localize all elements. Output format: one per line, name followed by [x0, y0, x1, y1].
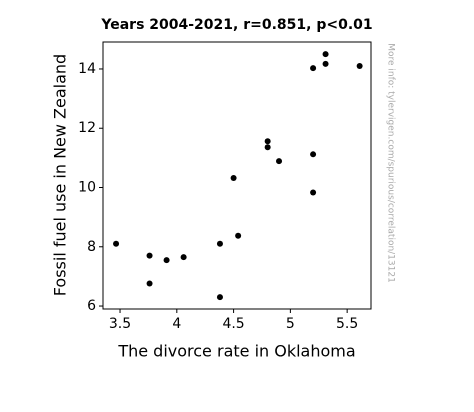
x-tick-label: 3.5 — [109, 316, 131, 332]
point — [146, 252, 153, 259]
point — [113, 240, 120, 247]
x-tick-label: 4 — [172, 316, 181, 332]
x-tick-label: 4.5 — [222, 316, 244, 332]
y-tick-label: 14 — [78, 61, 96, 77]
point — [146, 280, 153, 287]
y-axis-label: Fossil fuel use in New Zealand — [51, 54, 70, 296]
point — [163, 257, 170, 264]
y-tick-label: 8 — [87, 239, 96, 255]
point — [180, 254, 187, 261]
point — [322, 60, 329, 67]
point — [310, 65, 317, 72]
x-tick-label: 5.5 — [336, 316, 358, 332]
point — [216, 294, 223, 301]
plot-frame — [102, 41, 372, 310]
point — [276, 158, 283, 165]
point — [310, 151, 317, 158]
point — [230, 175, 237, 182]
point — [356, 63, 363, 70]
source-note: More info: tylervigen.com/spurious/corre… — [386, 43, 396, 283]
point — [216, 240, 223, 247]
y-tick-label: 10 — [78, 180, 96, 196]
x-tick-label: 5 — [286, 316, 295, 332]
y-tick-label: 12 — [78, 120, 96, 136]
y-tick-label: 6 — [87, 298, 96, 314]
point — [264, 138, 271, 145]
point — [322, 51, 329, 58]
point — [264, 144, 271, 151]
x-axis-label: The divorce rate in Oklahoma — [117, 342, 355, 361]
chart-title: Years 2004-2021, r=0.851, p<0.01 — [100, 17, 372, 33]
point — [310, 189, 317, 196]
point — [235, 232, 242, 239]
